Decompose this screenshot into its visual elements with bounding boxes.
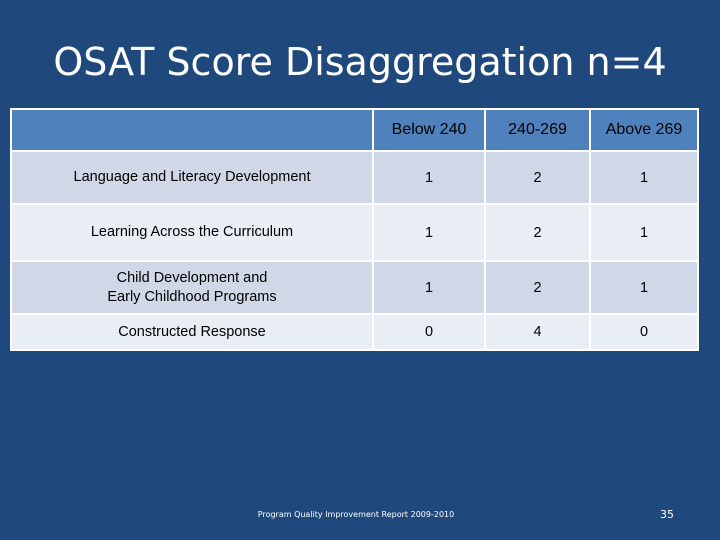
table-row: Language and Literacy Development 1 2 1 [10, 150, 699, 205]
score-table: Below 240 240-269 Above 269 Language and… [10, 108, 699, 351]
row-label: Child Development and Early Childhood Pro… [10, 260, 374, 315]
row-label-line: Language and Literacy Development [73, 169, 311, 185]
cell-below-240: 1 [372, 260, 486, 315]
page-number: 35 [660, 508, 674, 521]
table-row: Learning Across the Curriculum 1 2 1 [10, 203, 699, 262]
footer-text: Program Quality Improvement Report 2009-… [257, 510, 455, 519]
cell-240-269: 4 [484, 313, 591, 351]
row-label: Language and Literacy Development [10, 150, 374, 205]
cell-240-269: 2 [484, 260, 591, 315]
table-header-row: Below 240 240-269 Above 269 [10, 108, 699, 152]
row-label: Constructed Response [10, 313, 374, 351]
cell-below-240: 1 [372, 150, 486, 205]
table-row: Constructed Response 0 4 0 [10, 313, 699, 351]
header-240-269: 240-269 [484, 108, 591, 152]
row-label-line: Child Development and [116, 269, 268, 286]
cell-240-269: 2 [484, 203, 591, 262]
cell-below-240: 1 [372, 203, 486, 262]
header-empty-cell [10, 108, 374, 152]
table-row: Child Development and Early Childhood Pro… [10, 260, 699, 315]
cell-above-269: 1 [589, 203, 699, 262]
row-label-line: Constructed Response [118, 323, 266, 340]
slide-title: OSAT Score Disaggregation n=4 [53, 40, 667, 84]
cell-below-240: 0 [372, 313, 486, 351]
row-label-line-2: Early Childhood Programs [107, 288, 277, 305]
row-label: Learning Across the Curriculum [10, 203, 374, 262]
row-label-line: Learning Across the Curriculum [90, 224, 294, 240]
header-below-240: Below 240 [372, 108, 486, 152]
cell-above-269: 1 [589, 260, 699, 315]
header-above-269: Above 269 [589, 108, 699, 152]
cell-above-269: 1 [589, 150, 699, 205]
cell-above-269: 0 [589, 313, 699, 351]
cell-240-269: 2 [484, 150, 591, 205]
